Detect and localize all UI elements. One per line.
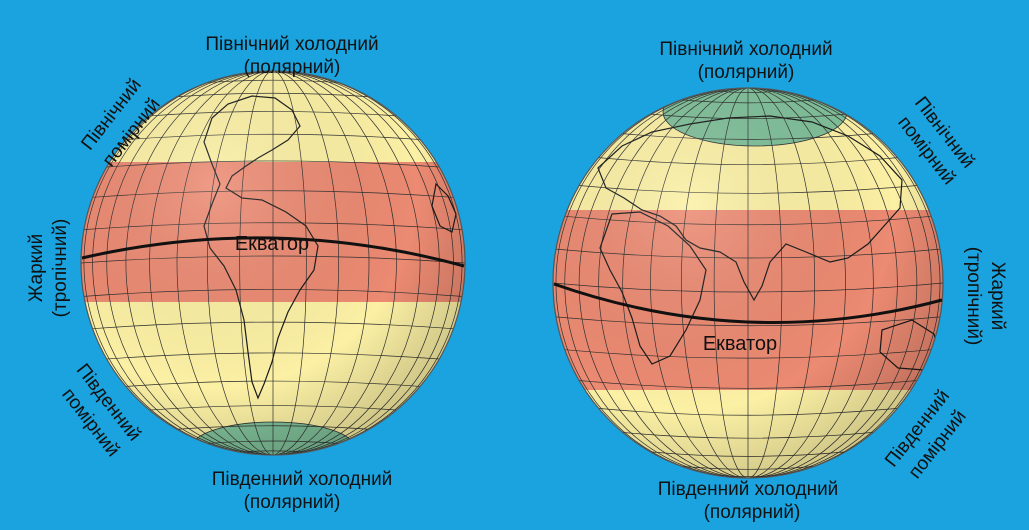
right-hot-label-1: Жаркий bbox=[987, 262, 1008, 330]
left-north-cold-label-1: Північний холодний bbox=[205, 34, 378, 55]
left-hot-label-2: (тропічний) bbox=[50, 219, 71, 318]
globe-left bbox=[80, 70, 466, 456]
right-equator-label: Екватор bbox=[703, 333, 777, 355]
left-globe-shading bbox=[81, 71, 465, 455]
right-globe-shading bbox=[553, 88, 943, 478]
left-south-cold-label-1: Південний холодний bbox=[212, 469, 393, 490]
left-south-cold-label-2: (полярний) bbox=[244, 492, 341, 513]
left-equator-line bbox=[81, 236, 465, 268]
left-equator-label: Екватор bbox=[235, 233, 309, 255]
left-hot-label-1: Жаркий bbox=[26, 234, 47, 302]
right-equator-line bbox=[553, 282, 943, 325]
right-north-cold-label-1: Північний холодний bbox=[659, 39, 832, 60]
right-south-cold-label-2: (полярний) bbox=[704, 502, 801, 523]
right-hot-label-2: (тропічний) bbox=[963, 247, 984, 346]
left-globe-outline bbox=[80, 70, 466, 456]
globe-right bbox=[552, 87, 944, 479]
right-globe-outline bbox=[552, 87, 944, 479]
right-north-cold-label-2: (полярний) bbox=[698, 62, 795, 83]
left-north-cold-label-2: (полярний) bbox=[244, 57, 341, 78]
right-south-cold-label-1: Південний холодний bbox=[658, 479, 839, 500]
